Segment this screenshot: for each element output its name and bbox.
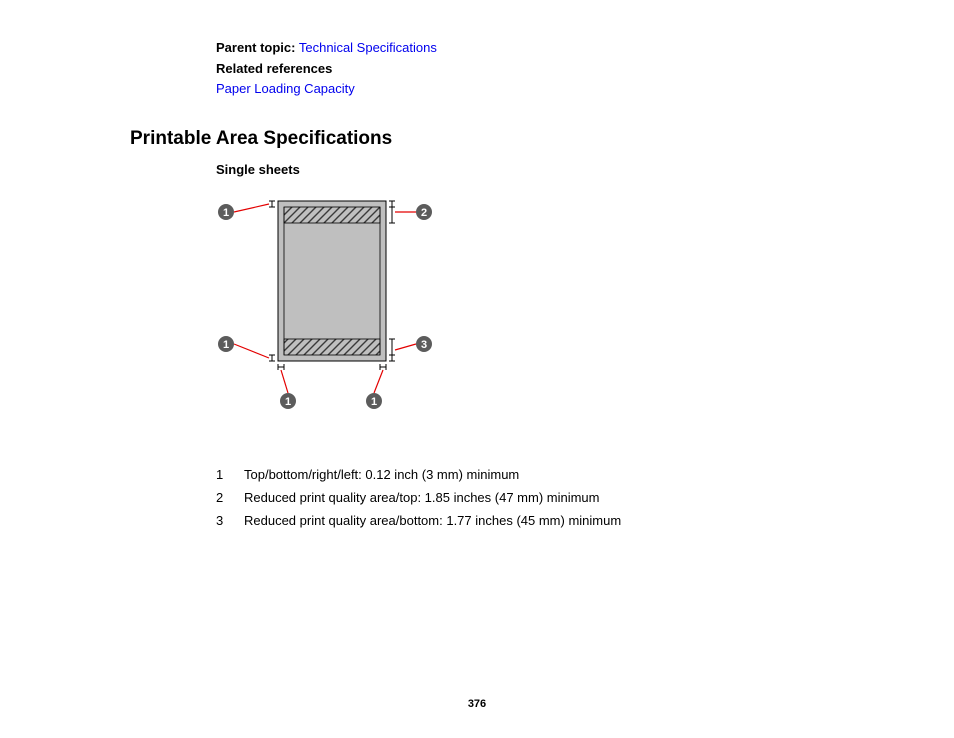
legend-num: 2 xyxy=(216,490,244,505)
related-references-label: Related references xyxy=(216,61,894,76)
svg-text:1: 1 xyxy=(223,207,229,219)
svg-text:1: 1 xyxy=(223,339,229,351)
parent-topic-line: Parent topic: Technical Specifications xyxy=(216,40,894,55)
legend-num: 3 xyxy=(216,513,244,528)
legend-text: Top/bottom/right/left: 0.12 inch (3 mm) … xyxy=(244,467,519,482)
legend-item: 1 Top/bottom/right/left: 0.12 inch (3 mm… xyxy=(216,467,894,482)
legend-item: 2 Reduced print quality area/top: 1.85 i… xyxy=(216,490,894,505)
sub-heading: Single sheets xyxy=(216,162,894,177)
legend-text: Reduced print quality area/top: 1.85 inc… xyxy=(244,490,600,505)
section-title: Printable Area Specifications xyxy=(130,128,894,150)
page-number: 376 xyxy=(0,698,954,710)
related-reference-link[interactable]: Paper Loading Capacity xyxy=(216,81,355,96)
svg-text:1: 1 xyxy=(371,396,377,408)
legend-num: 1 xyxy=(216,467,244,482)
svg-text:1: 1 xyxy=(285,396,291,408)
legend-list: 1 Top/bottom/right/left: 0.12 inch (3 mm… xyxy=(216,467,894,528)
printable-area-diagram: 1 2 1 3 1 1 xyxy=(216,187,894,427)
parent-topic-label: Parent topic: xyxy=(216,40,295,55)
svg-text:2: 2 xyxy=(421,207,427,219)
parent-topic-link[interactable]: Technical Specifications xyxy=(299,40,437,55)
svg-text:3: 3 xyxy=(421,339,427,351)
legend-item: 3 Reduced print quality area/bottom: 1.7… xyxy=(216,513,894,528)
legend-text: Reduced print quality area/bottom: 1.77 … xyxy=(244,513,621,528)
